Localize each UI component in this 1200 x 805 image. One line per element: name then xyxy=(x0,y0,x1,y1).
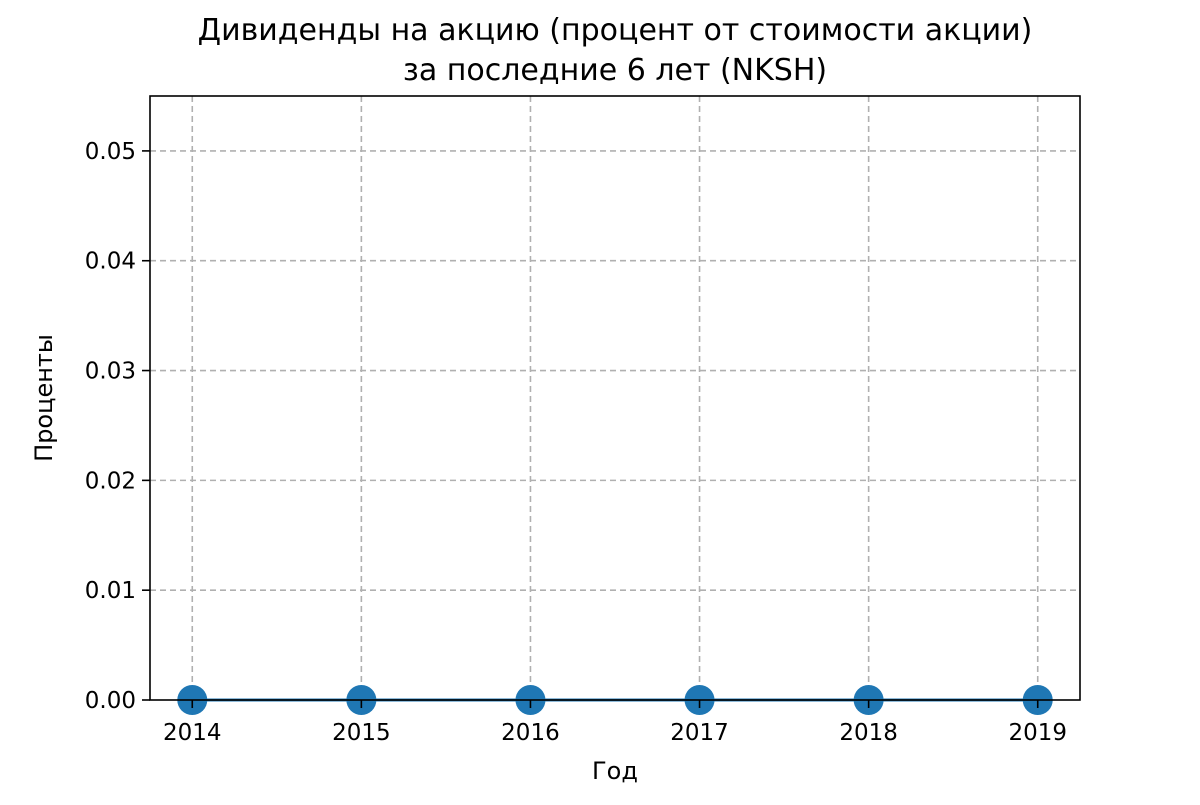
y-tick-label: 0.00 xyxy=(85,688,136,714)
y-tick-label: 0.04 xyxy=(85,249,136,275)
grid-layer xyxy=(150,96,1080,700)
x-tick-label: 2016 xyxy=(501,720,560,746)
x-tick-label: 2019 xyxy=(1008,720,1067,746)
y-axis-label: Проценты xyxy=(30,334,58,462)
x-tick-label: 2018 xyxy=(839,720,898,746)
plot-area-frame xyxy=(149,95,1081,701)
y-tick-label: 0.02 xyxy=(85,468,136,494)
chart-title-line-1: Дивиденды на акцию (процент от стоимости… xyxy=(198,13,1033,48)
chart-title-line-2: за последние 6 лет (NKSH) xyxy=(403,53,827,88)
y-tick-label: 0.03 xyxy=(85,359,136,385)
x-axis-label: Год xyxy=(592,757,638,785)
x-tick-label: 2014 xyxy=(163,720,222,746)
y-tick-label: 0.05 xyxy=(85,139,136,165)
tick-layer: 2014 2015 2016 2017 2018 2019 0.00 0.01 0.02 0.03… xyxy=(85,139,1067,746)
x-tick-label: 2017 xyxy=(670,720,729,746)
x-tick-label: 2015 xyxy=(332,720,391,746)
y-tick-label: 0.01 xyxy=(85,578,136,604)
